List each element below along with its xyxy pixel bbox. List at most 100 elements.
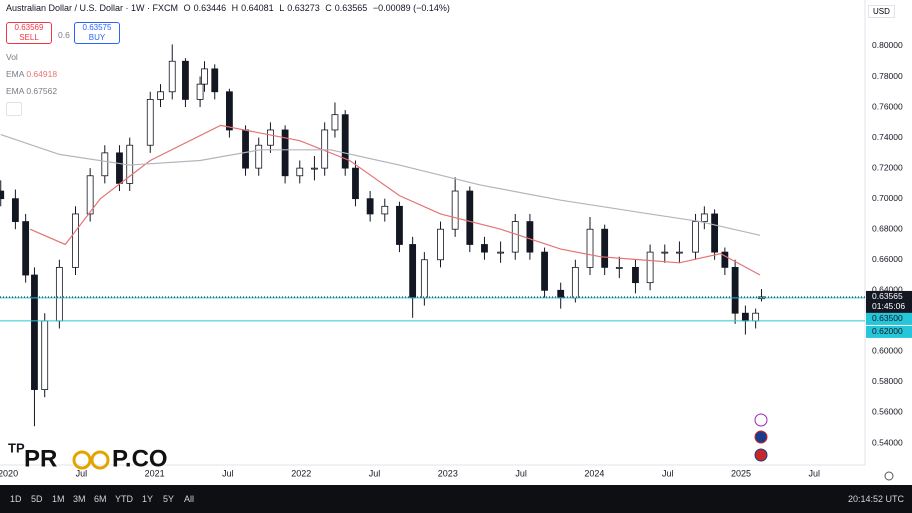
- symbol: Australian Dollar / U.S. Dollar · 1W · F…: [6, 3, 179, 13]
- candle-body: [22, 221, 30, 276]
- watermark-eye: [90, 450, 110, 470]
- clock: 20:14:52 UTC: [847, 494, 904, 504]
- spread: 0.6: [58, 30, 70, 40]
- candle-body: [661, 251, 669, 254]
- candle-body: [55, 266, 63, 322]
- y-tick-label: 0.80000: [872, 40, 903, 50]
- candle-body: [146, 99, 154, 146]
- bottom-toolbar: 20:14:52 UTC 1D 5D 1M 3M 6M YTD 1Y 5Y All: [0, 485, 912, 513]
- ema-value: 0.67562: [26, 86, 58, 96]
- ema-label: EMA: [6, 86, 24, 96]
- currency[interactable]: USD: [868, 5, 895, 18]
- buy-price: 0.63575: [82, 23, 112, 32]
- range-button[interactable]: 5D: [31, 494, 43, 504]
- range-button[interactable]: 6M: [94, 494, 107, 504]
- candle-body: [721, 251, 729, 268]
- ema-row: EMA 0.67562: [6, 86, 57, 96]
- candle-body: [615, 266, 623, 269]
- candle-body: [676, 251, 683, 254]
- x-tick-label: 2023: [438, 468, 458, 478]
- candle-body: [711, 213, 719, 253]
- range-button[interactable]: 5Y: [163, 494, 175, 504]
- candle-body: [182, 60, 189, 100]
- x-tick-label: 2022: [291, 468, 311, 478]
- ohlc-label: H: [231, 3, 239, 13]
- event-icon[interactable]: [754, 430, 768, 444]
- candle-body: [296, 167, 304, 177]
- y-tick-label: 0.72000: [872, 162, 903, 172]
- candle-body: [168, 60, 176, 93]
- candle-body: [267, 129, 274, 146]
- candle-body: [201, 68, 208, 85]
- candle-body: [366, 198, 374, 215]
- collapse-button[interactable]: [6, 102, 22, 116]
- candle-body: [586, 228, 594, 268]
- candle-body: [211, 68, 219, 93]
- watermark-logo: TP: [8, 440, 25, 455]
- candle-body: [437, 228, 444, 261]
- candle-body: [226, 91, 233, 131]
- candle-body: [466, 190, 474, 245]
- candle-body: [381, 205, 389, 215]
- y-tick-label: 0.74000: [872, 132, 903, 142]
- candle-body: [352, 167, 359, 200]
- x-tick-label: Jul: [662, 468, 674, 478]
- candle-body: [311, 167, 318, 170]
- range-button[interactable]: 1D: [10, 494, 22, 504]
- ema-line: [29, 124, 761, 276]
- volume-label: Vol: [6, 52, 18, 62]
- range-button[interactable]: All: [184, 494, 195, 504]
- chart: TP PR P.CO 0.80000 0.78000 0.76000 0.74000 0…: [0, 0, 912, 485]
- sell-price: 0.63569: [14, 23, 44, 32]
- settings-icon[interactable]: [884, 471, 894, 481]
- candle-body: [196, 83, 204, 100]
- x-tick-label: Jul: [809, 468, 821, 478]
- candle-body: [731, 266, 739, 314]
- candle-body: [157, 91, 164, 100]
- x-tick-label: Jul: [76, 468, 88, 478]
- x-tick-label: 2021: [145, 468, 165, 478]
- watermark-eye: [72, 450, 92, 470]
- y-tick-label: 0.70000: [872, 193, 903, 203]
- candle-body: [752, 312, 760, 322]
- countdown: 01:45:06: [872, 301, 905, 311]
- buy-button[interactable]: 0.63575 BUY: [74, 22, 120, 44]
- candle-body: [741, 312, 749, 322]
- x-tick-label: 2025: [731, 468, 751, 478]
- y-tick-label: 0.54000: [872, 437, 903, 447]
- candle-body: [396, 205, 403, 245]
- candle-body: [0, 190, 5, 200]
- watermark-text: P.CO: [112, 445, 168, 472]
- candle-body: [331, 114, 339, 131]
- ema-line: [0, 133, 761, 236]
- price-axis: [865, 0, 912, 485]
- candle-body: [281, 129, 289, 177]
- event-icon[interactable]: [754, 448, 768, 462]
- candle-body: [571, 266, 579, 299]
- candle-body: [526, 221, 534, 253]
- plot: [0, 44, 765, 427]
- ohlc-value: 0.63565: [334, 3, 368, 13]
- range-button[interactable]: 1M: [52, 494, 65, 504]
- buy-label: BUY: [88, 33, 106, 42]
- candle-body: [409, 244, 417, 299]
- candle-body: [646, 251, 654, 284]
- range-button[interactable]: 3M: [73, 494, 86, 504]
- candle-body: [481, 244, 488, 253]
- last-price-tag: [866, 290, 912, 313]
- event-icon[interactable]: [754, 413, 768, 427]
- range-button[interactable]: 1Y: [142, 494, 154, 504]
- candle-body: [321, 129, 329, 169]
- candle-body: [420, 259, 428, 299]
- x-tick-label: Jul: [222, 468, 234, 478]
- candle-body: [72, 213, 79, 268]
- candle-body: [31, 274, 38, 390]
- ohlc-value: 0.63273: [287, 3, 320, 13]
- sell-button[interactable]: 0.63569 SELL: [6, 22, 52, 44]
- range-button[interactable]: YTD: [115, 494, 133, 504]
- candle-body: [692, 221, 699, 253]
- candle-body: [116, 152, 123, 184]
- candle-body: [497, 251, 504, 254]
- level-tag: [866, 325, 912, 338]
